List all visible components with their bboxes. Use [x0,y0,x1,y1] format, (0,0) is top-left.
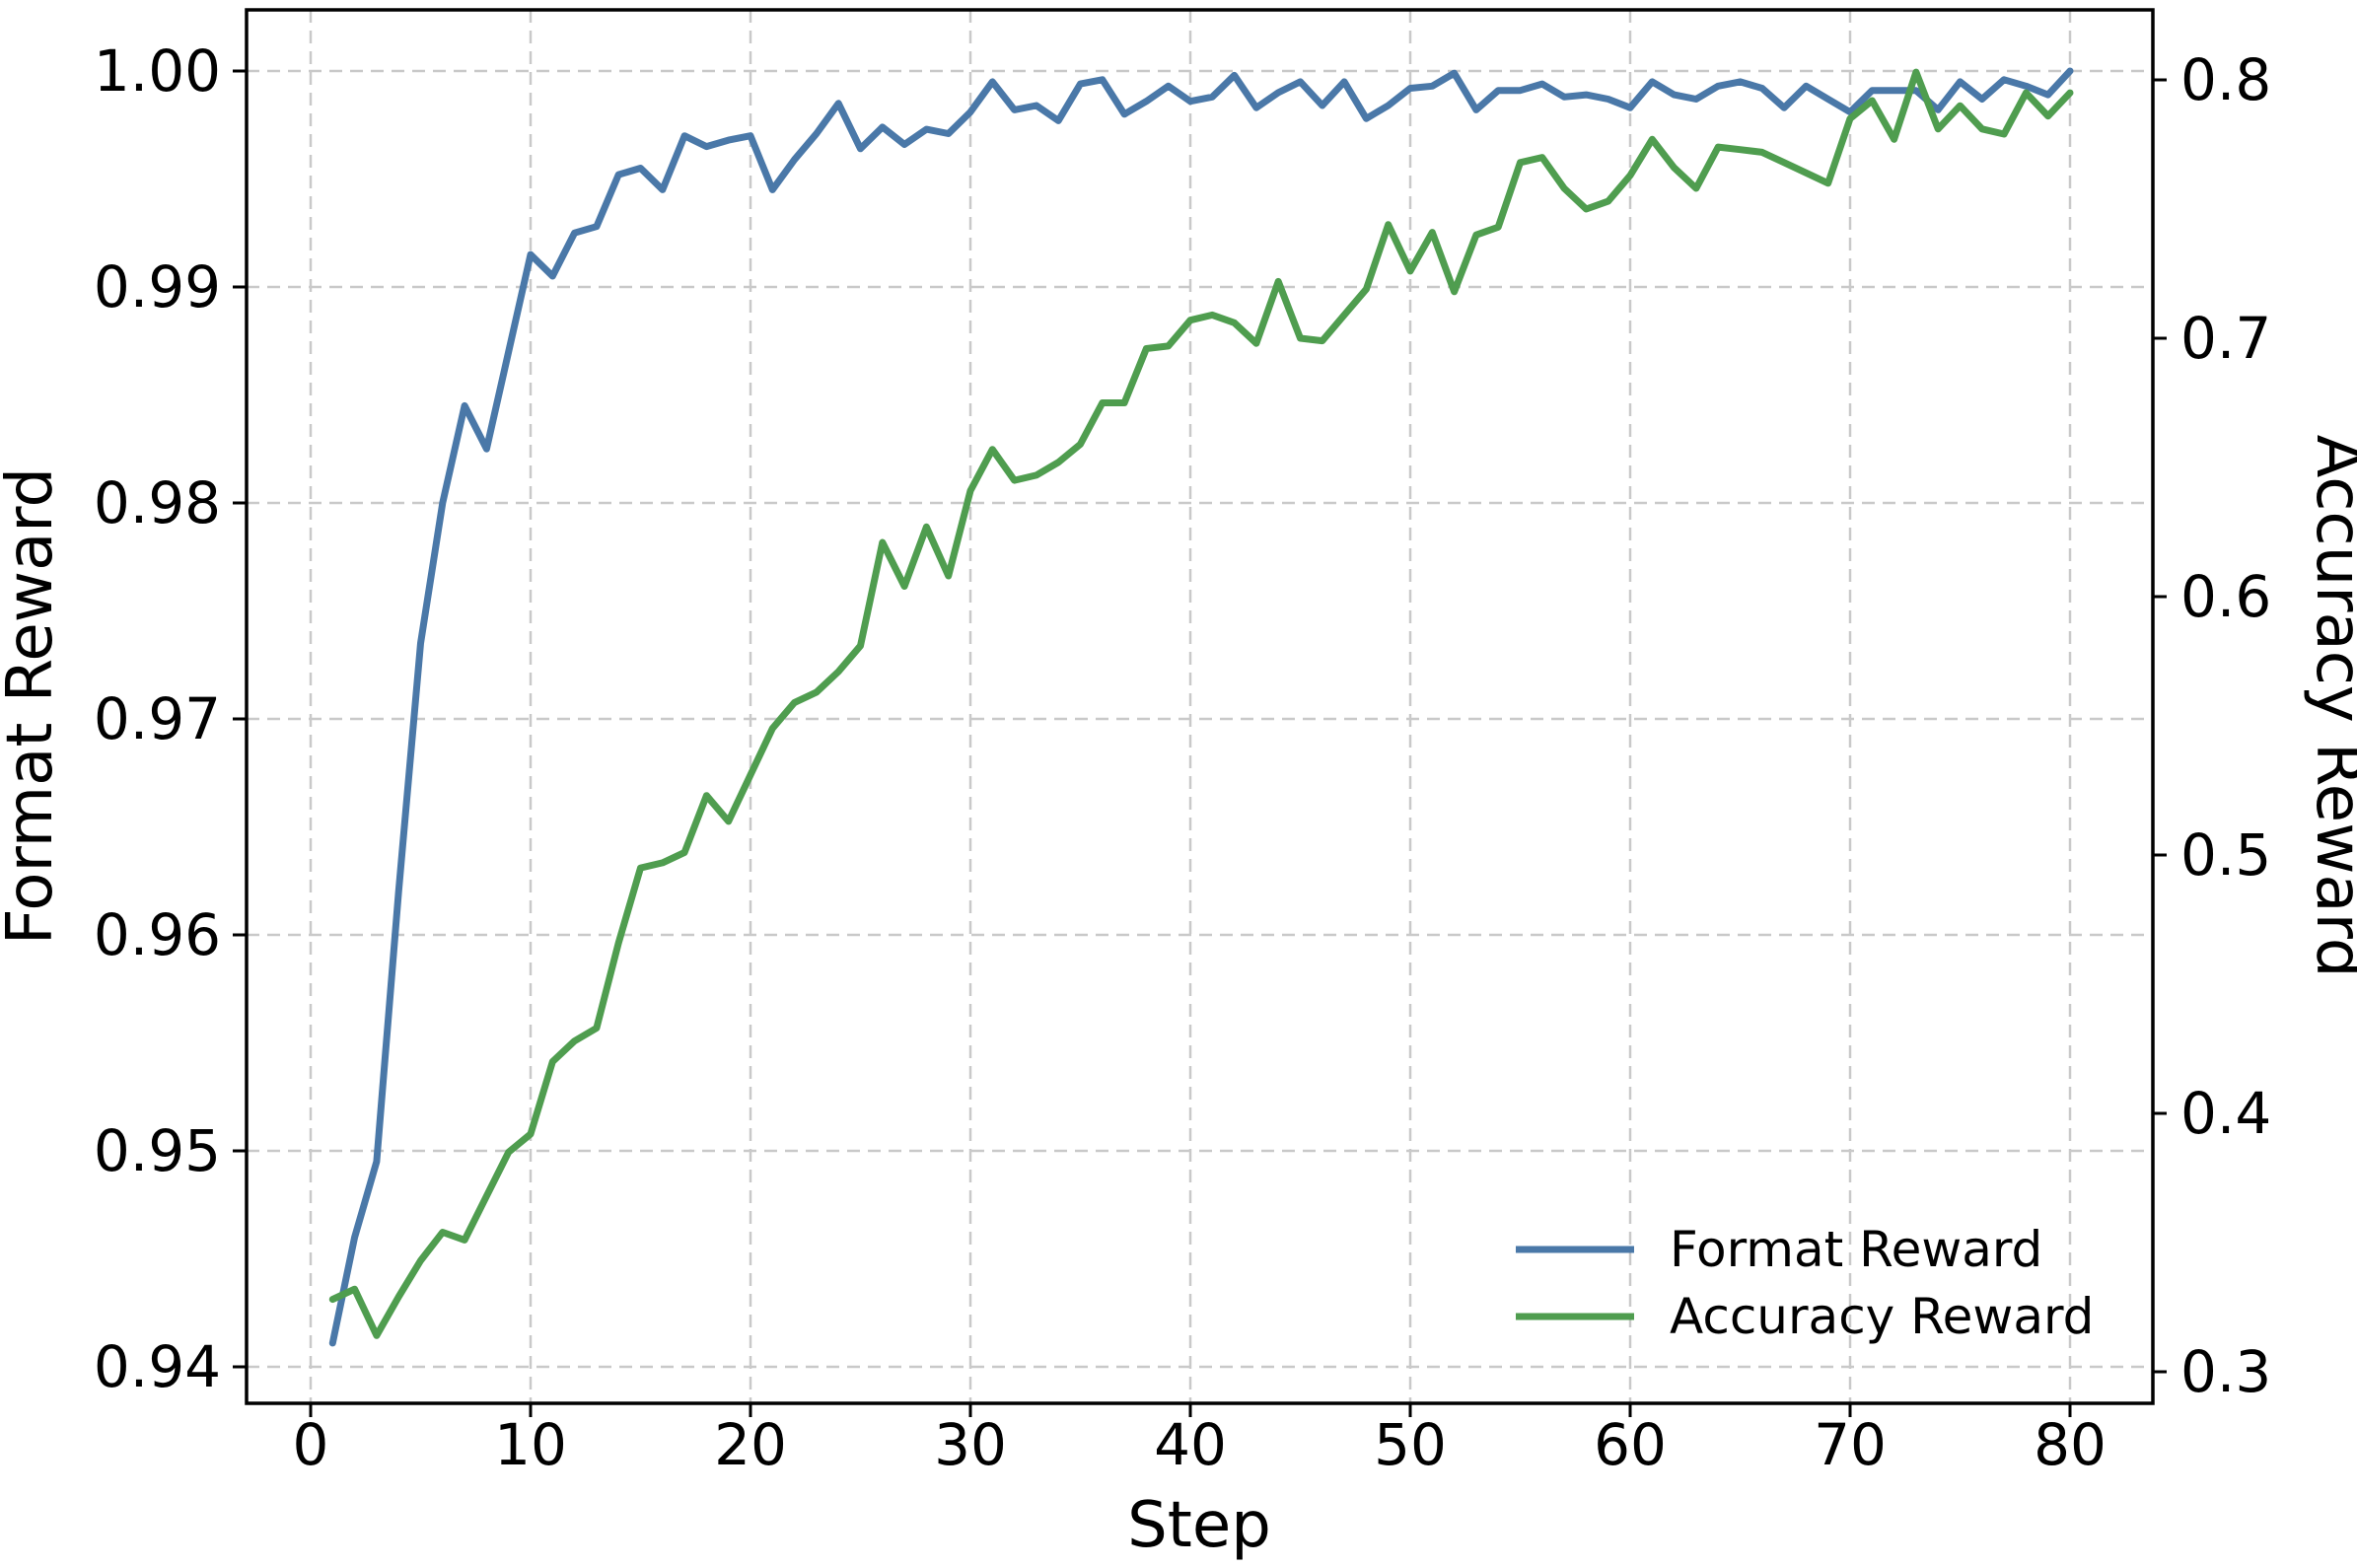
legend: Format Reward Accuracy Reward [1516,1221,2094,1345]
y-tick-label-right: 0.5 [2180,821,2271,889]
y-axis-label-right: Accuracy Reward [2302,435,2357,978]
x-tick-label: 40 [1154,1411,1227,1478]
legend-label-accuracy-reward: Accuracy Reward [1670,1288,2094,1345]
x-tick-label: 20 [714,1411,787,1478]
y-tick-label-right: 0.7 [2180,305,2271,372]
series-line-format-reward [328,67,2074,1347]
y-tick-label-left: 0.94 [94,1333,221,1400]
legend-label-format-reward: Format Reward [1670,1221,2042,1278]
y-tick-label-left: 0.96 [94,901,221,968]
y-tick-label-left: 0.97 [94,685,221,752]
series-lines [328,67,2074,1347]
y-tick-label-left: 0.98 [94,469,221,536]
x-tick-label: 70 [1814,1411,1887,1478]
y-tick-label-right: 0.8 [2180,46,2271,113]
x-tick-label: 30 [934,1411,1007,1478]
x-tick-label: 0 [293,1411,329,1478]
y-tick-label-left: 0.99 [94,253,221,321]
tick-labels: 0 10 20 30 40 50 60 70 80 0.94 0.95 0.96 0.97 0.98 0.9… [94,37,2271,1478]
x-tick-label: 60 [1594,1411,1667,1478]
y-tick-label-right: 0.4 [2180,1080,2271,1147]
gridlines [247,10,2153,1403]
x-tick-label: 10 [494,1411,567,1478]
tick-marks [233,69,2167,1417]
y-tick-label-right: 0.3 [2180,1338,2271,1405]
x-tick-label: 50 [1374,1411,1447,1478]
y-tick-label-right: 0.6 [2180,563,2271,630]
plot-border [245,8,2155,1405]
x-axis-label: Step [1127,1489,1271,1562]
y-axis-label-left: Format Reward [0,467,67,945]
series-line-accuracy-reward [328,68,2074,1339]
x-tick-label: 80 [2034,1411,2107,1478]
y-tick-label-left: 0.95 [94,1117,221,1184]
y-tick-label-left: 1.00 [94,37,221,105]
